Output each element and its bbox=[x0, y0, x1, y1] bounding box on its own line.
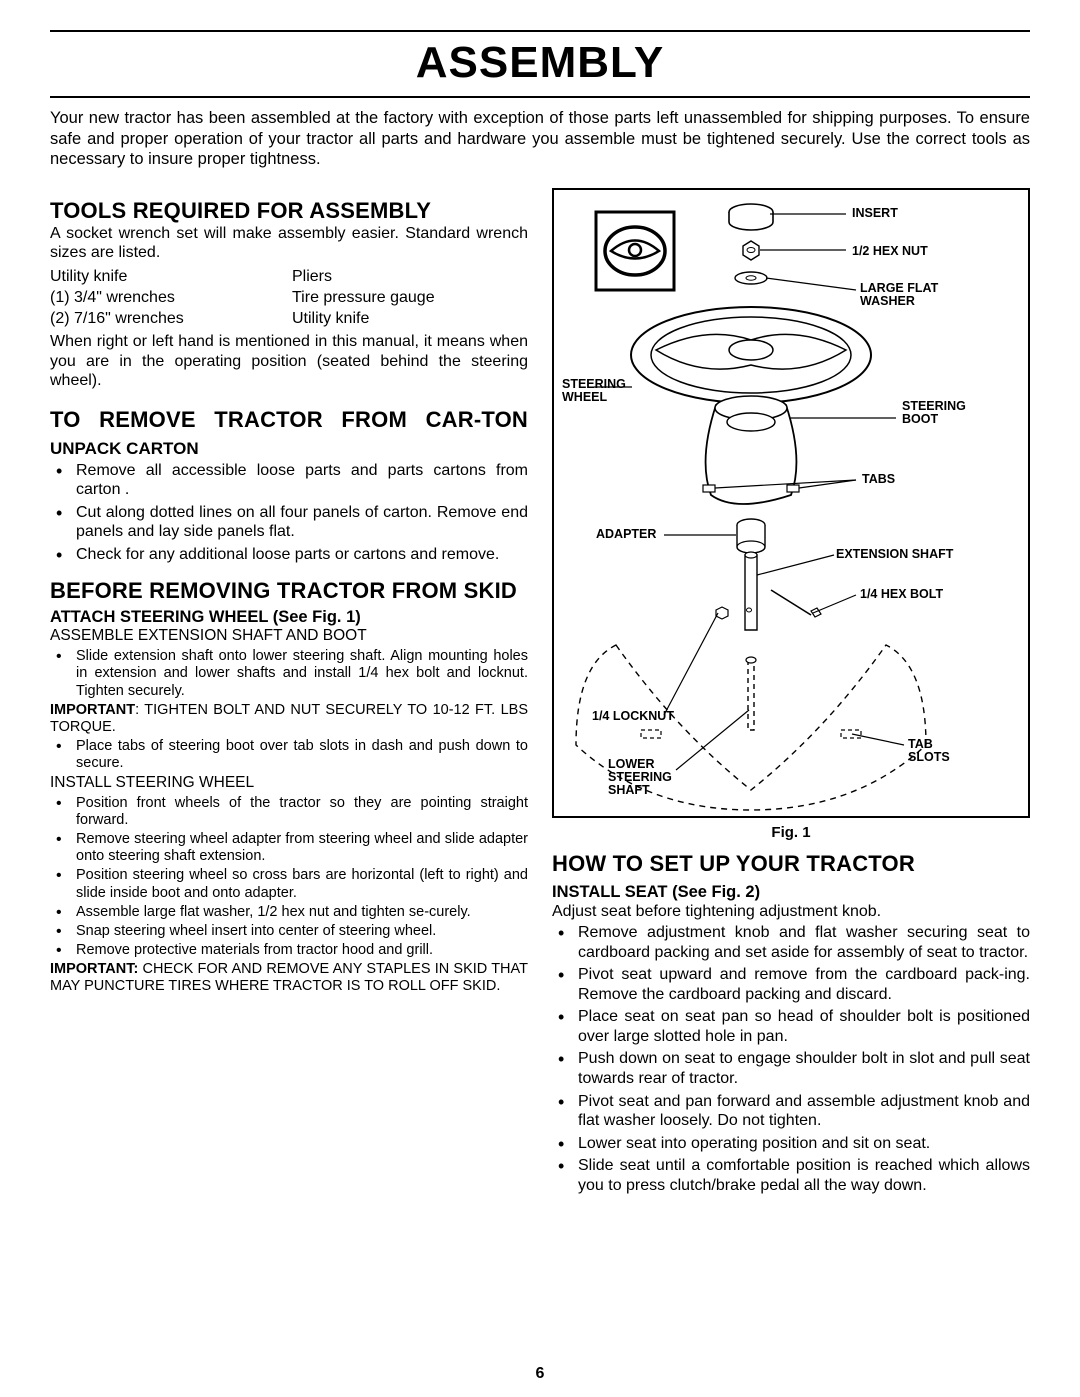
tools-grid: Utility knife Pliers (1) 3/4" wrenches T… bbox=[50, 267, 528, 329]
list-item: Snap steering wheel insert into center o… bbox=[50, 923, 528, 940]
assemble-list: Slide extension shaft onto lower steerin… bbox=[50, 648, 528, 699]
left-column: TOOLS REQUIRED FOR ASSEMBLY A socket wre… bbox=[50, 188, 528, 1198]
tool-cell: (1) 3/4" wrenches bbox=[50, 288, 286, 309]
important-torque: IMPORTANT: TIGHTEN BOLT AND NUT SECURELY… bbox=[50, 702, 528, 736]
two-column-layout: TOOLS REQUIRED FOR ASSEMBLY A socket wre… bbox=[50, 188, 1030, 1198]
label-locknut: 1/4 LOCKNUT bbox=[592, 710, 674, 723]
tool-cell: Utility knife bbox=[50, 267, 286, 288]
tools-intro: A socket wrench set will make assembly e… bbox=[50, 224, 528, 263]
label-insert: INSERT bbox=[852, 207, 898, 220]
bottom-rule bbox=[50, 96, 1030, 98]
list-item: Slide extension shaft onto lower steerin… bbox=[50, 648, 528, 699]
top-rule bbox=[50, 30, 1030, 32]
install-seat-list: Remove adjustment knob and flat washer s… bbox=[552, 923, 1030, 1195]
install-seat-intro: Adjust seat before tightening adjustment… bbox=[552, 902, 1030, 922]
list-item: Remove steering wheel adapter from steer… bbox=[50, 831, 528, 865]
list-item: Place seat on seat pan so head of should… bbox=[552, 1007, 1030, 1046]
right-left-note: When right or left hand is mentioned in … bbox=[50, 332, 528, 391]
important-label: IMPORTANT bbox=[50, 702, 135, 718]
label-tabs: TABS bbox=[862, 473, 895, 486]
label-tab-slots: TAB SLOTS bbox=[908, 738, 950, 764]
label-steering-wheel: STEERING WHEEL bbox=[562, 378, 626, 404]
list-item: Push down on seat to engage shoulder bol… bbox=[552, 1049, 1030, 1088]
label-ext-shaft: EXTENSION SHAFT bbox=[836, 548, 953, 561]
setup-heading: HOW TO SET UP YOUR TRACTOR bbox=[552, 851, 1030, 877]
tabs-list: Place tabs of steering boot over tab slo… bbox=[50, 738, 528, 772]
label-flat-washer: LARGE FLAT WASHER bbox=[860, 282, 938, 308]
list-item: Place tabs of steering boot over tab slo… bbox=[50, 738, 528, 772]
intro-paragraph: Your new tractor has been assembled at t… bbox=[50, 108, 1030, 170]
list-item: Pivot seat and pan forward and assemble … bbox=[552, 1092, 1030, 1131]
list-item: Slide seat until a comfortable position … bbox=[552, 1156, 1030, 1195]
remove-heading: TO REMOVE TRACTOR FROM CAR-TON bbox=[50, 407, 528, 433]
install-sw-list: Position front wheels of the tractor so … bbox=[50, 795, 528, 959]
install-sw-line: INSTALL STEERING WHEEL bbox=[50, 774, 528, 793]
list-item: Remove all accessible loose parts and pa… bbox=[50, 461, 528, 500]
label-lower-shaft: LOWER STEERING SHAFT bbox=[608, 758, 672, 797]
tool-cell: Utility knife bbox=[292, 309, 528, 330]
tool-cell: Tire pressure gauge bbox=[292, 288, 528, 309]
tool-cell: (2) 7/16" wrenches bbox=[50, 309, 286, 330]
tool-cell: Pliers bbox=[292, 267, 528, 288]
figure-1-box: INSERT 1/2 HEX NUT LARGE FLAT WASHER STE… bbox=[552, 188, 1030, 818]
list-item: Assemble large flat washer, 1/2 hex nut … bbox=[50, 904, 528, 921]
list-item: Position front wheels of the tractor so … bbox=[50, 795, 528, 829]
label-adapter: ADAPTER bbox=[596, 528, 656, 541]
list-item: Remove protective materials from tractor… bbox=[50, 942, 528, 959]
before-heading: BEFORE REMOVING TRACTOR FROM SKID bbox=[50, 578, 528, 604]
attach-subheading: ATTACH STEERING WHEEL (See Fig. 1) bbox=[50, 608, 528, 627]
page-number: 6 bbox=[536, 1365, 545, 1383]
right-column: INSERT 1/2 HEX NUT LARGE FLAT WASHER STE… bbox=[552, 188, 1030, 1198]
list-item: Position steering wheel so cross bars ar… bbox=[50, 867, 528, 901]
page-title: ASSEMBLY bbox=[50, 36, 1030, 90]
list-item: Check for any additional loose parts or … bbox=[50, 545, 528, 565]
list-item: Lower seat into operating position and s… bbox=[552, 1134, 1030, 1154]
label-hex-bolt: 1/4 HEX BOLT bbox=[860, 588, 943, 601]
important-staples: IMPORTANT: CHECK FOR AND REMOVE ANY STAP… bbox=[50, 961, 528, 995]
install-seat-subheading: INSTALL SEAT (See Fig. 2) bbox=[552, 883, 1030, 902]
unpack-list: Remove all accessible loose parts and pa… bbox=[50, 461, 528, 565]
label-steering-boot: STEERING BOOT bbox=[902, 400, 966, 426]
figure-caption: Fig. 1 bbox=[552, 824, 1030, 841]
important-label: IMPORTANT: bbox=[50, 961, 138, 977]
label-hex-nut: 1/2 HEX NUT bbox=[852, 245, 928, 258]
assemble-line: ASSEMBLE EXTENSION SHAFT AND BOOT bbox=[50, 627, 528, 646]
list-item: Cut along dotted lines on all four panel… bbox=[50, 503, 528, 542]
unpack-subheading: UNPACK CARTON bbox=[50, 439, 528, 459]
list-item: Pivot seat upward and remove from the ca… bbox=[552, 965, 1030, 1004]
tools-heading: TOOLS REQUIRED FOR ASSEMBLY bbox=[50, 198, 528, 224]
list-item: Remove adjustment knob and flat washer s… bbox=[552, 923, 1030, 962]
